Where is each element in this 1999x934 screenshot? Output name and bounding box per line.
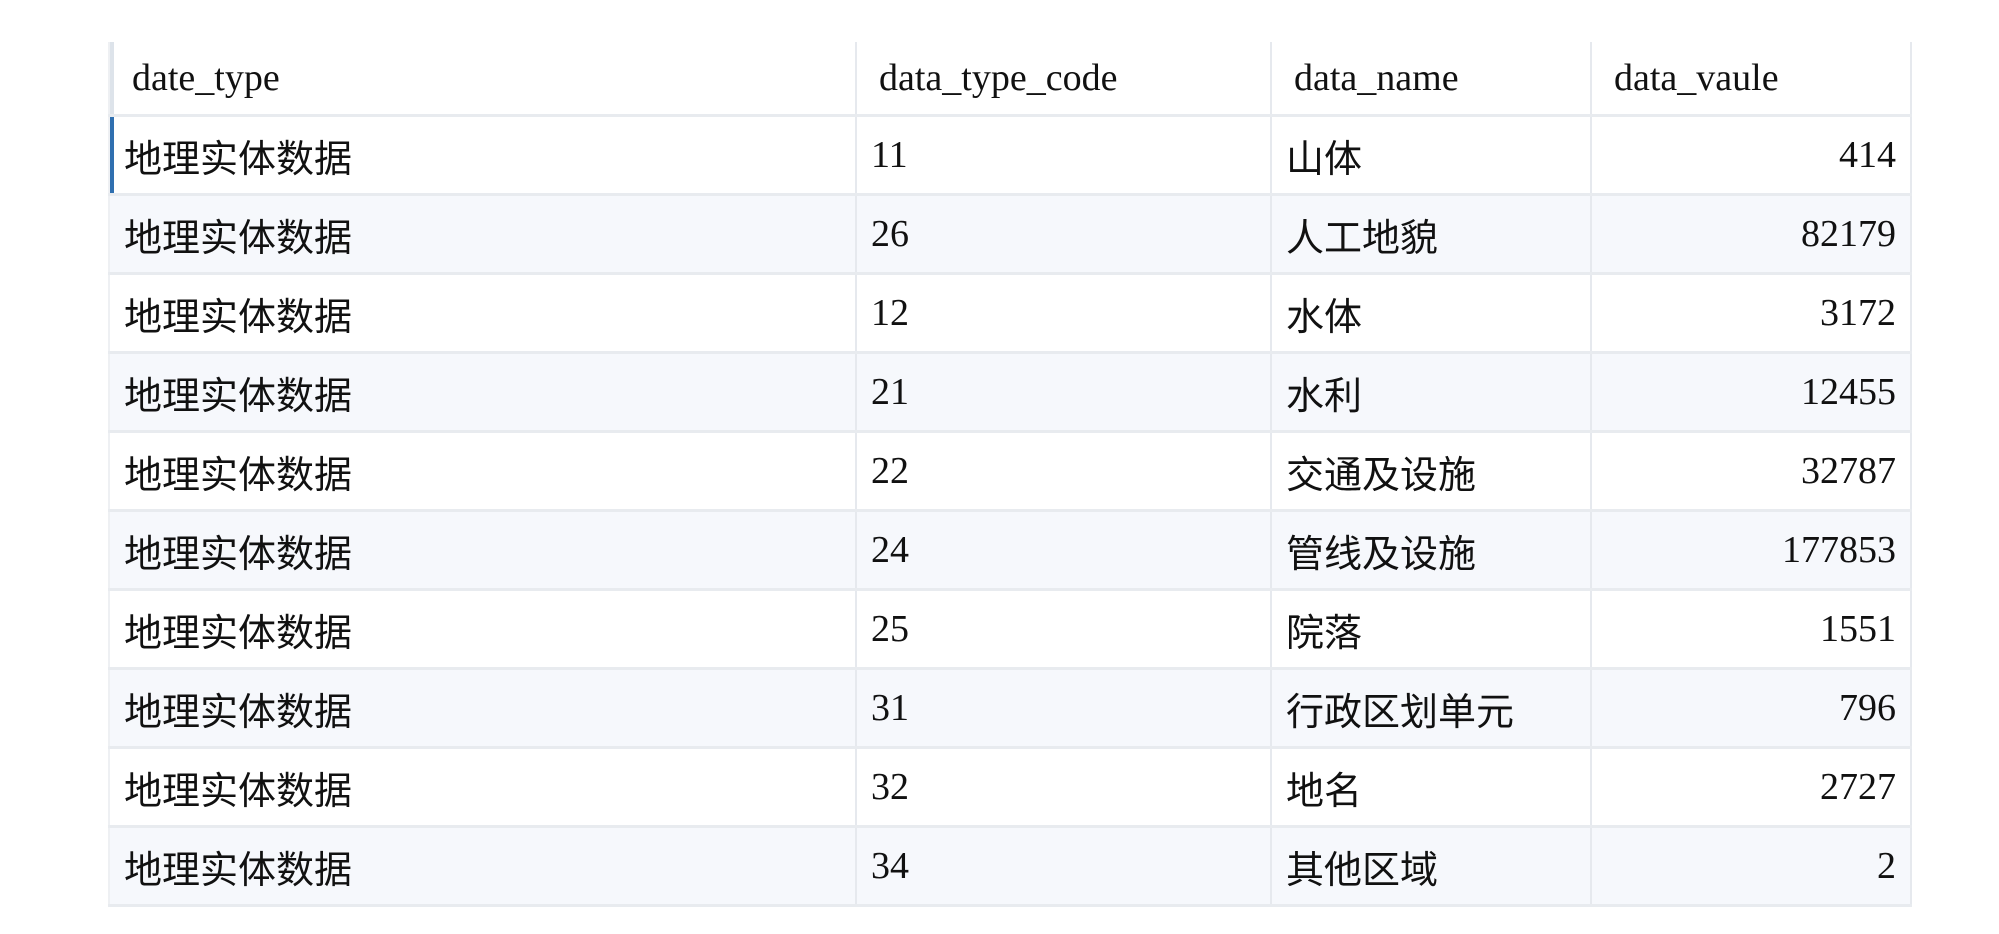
cell-data-value[interactable]: 82179: [1591, 194, 1912, 275]
column-header-date-type[interactable]: date_type: [108, 42, 857, 117]
cell-date-type[interactable]: 地理实体数据: [108, 747, 857, 828]
cell-date-type[interactable]: 地理实体数据: [108, 431, 857, 512]
cell-data-name[interactable]: 交通及设施: [1271, 431, 1592, 512]
table-row[interactable]: 地理实体数据 31 行政区划单元 796: [108, 668, 1912, 749]
table-row[interactable]: 地理实体数据 11 山体 414: [108, 115, 1912, 196]
cell-data-value[interactable]: 2727: [1591, 747, 1912, 828]
table-row[interactable]: 地理实体数据 26 人工地貌 82179: [108, 194, 1912, 275]
cell-data-type-code[interactable]: 32: [856, 747, 1272, 828]
cell-data-value[interactable]: 177853: [1591, 510, 1912, 591]
cell-date-type[interactable]: 地理实体数据: [108, 589, 857, 670]
table-row[interactable]: 地理实体数据 22 交通及设施 32787: [108, 431, 1912, 512]
table-row[interactable]: 地理实体数据 34 其他区域 2: [108, 826, 1912, 907]
cell-data-name[interactable]: 院落: [1271, 589, 1592, 670]
cell-data-type-code[interactable]: 11: [856, 115, 1272, 196]
cell-data-name[interactable]: 管线及设施: [1271, 510, 1592, 591]
table-row[interactable]: 地理实体数据 12 水体 3172: [108, 273, 1912, 354]
table-row[interactable]: 地理实体数据 25 院落 1551: [108, 589, 1912, 670]
cell-data-value[interactable]: 414: [1591, 115, 1912, 196]
cell-date-type[interactable]: 地理实体数据: [108, 352, 857, 433]
cell-data-value[interactable]: 3172: [1591, 273, 1912, 354]
column-header-data-type-code[interactable]: data_type_code: [856, 42, 1272, 117]
cell-data-value[interactable]: 1551: [1591, 589, 1912, 670]
cell-data-type-code[interactable]: 25: [856, 589, 1272, 670]
cell-date-type[interactable]: 地理实体数据: [108, 826, 857, 907]
cell-data-value[interactable]: 12455: [1591, 352, 1912, 433]
cell-data-name[interactable]: 人工地貌: [1271, 194, 1592, 275]
cell-date-type[interactable]: 地理实体数据: [108, 668, 857, 749]
cell-data-type-code[interactable]: 22: [856, 431, 1272, 512]
cell-data-value[interactable]: 32787: [1591, 431, 1912, 512]
cell-data-value[interactable]: 2: [1591, 826, 1912, 907]
table-row[interactable]: 地理实体数据 21 水利 12455: [108, 352, 1912, 433]
table-row[interactable]: 地理实体数据 32 地名 2727: [108, 747, 1912, 828]
cell-data-name[interactable]: 水体: [1271, 273, 1592, 354]
cell-data-type-code[interactable]: 21: [856, 352, 1272, 433]
cell-data-type-code[interactable]: 26: [856, 194, 1272, 275]
cell-data-type-code[interactable]: 31: [856, 668, 1272, 749]
column-header-data-value[interactable]: data_vaule: [1591, 42, 1912, 117]
cell-data-name[interactable]: 山体: [1271, 115, 1592, 196]
cell-date-type[interactable]: 地理实体数据: [108, 194, 857, 275]
cell-data-type-code[interactable]: 12: [856, 273, 1272, 354]
cell-data-name[interactable]: 行政区划单元: [1271, 668, 1592, 749]
cell-date-type[interactable]: 地理实体数据: [108, 510, 857, 591]
cell-data-type-code[interactable]: 34: [856, 826, 1272, 907]
header-row: date_type data_type_code data_name data_…: [108, 42, 1912, 117]
cell-data-name[interactable]: 其他区域: [1271, 826, 1592, 907]
data-grid: date_type data_type_code data_name data_…: [108, 42, 1912, 907]
table-row[interactable]: 地理实体数据 24 管线及设施 177853: [108, 510, 1912, 591]
cell-data-type-code[interactable]: 24: [856, 510, 1272, 591]
cell-date-type[interactable]: 地理实体数据: [108, 273, 857, 354]
cell-data-name[interactable]: 地名: [1271, 747, 1592, 828]
cell-data-name[interactable]: 水利: [1271, 352, 1592, 433]
cell-date-type[interactable]: 地理实体数据: [108, 115, 857, 196]
column-header-data-name[interactable]: data_name: [1271, 42, 1592, 117]
cell-data-value[interactable]: 796: [1591, 668, 1912, 749]
